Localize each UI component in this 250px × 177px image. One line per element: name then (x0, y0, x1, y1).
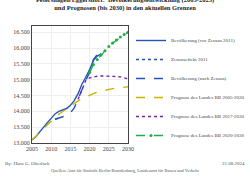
svg-text:Petershagen/Eggersdorf: Bevöl: Petershagen/Eggersdorf: Bevölkerungsentw… (36, 0, 214, 12)
svg-text:13.500: 13.500 (13, 124, 30, 130)
svg-text:2015: 2015 (64, 146, 76, 152)
svg-text:16.000: 16.000 (13, 45, 30, 51)
svg-text:15.000: 15.000 (13, 77, 30, 83)
svg-text:21.08.2024: 21.08.2024 (222, 161, 245, 166)
svg-text:Zensuseffekt 2011: Zensuseffekt 2011 (171, 57, 208, 62)
svg-text:Bevölkerung (nach Zensus): Bevölkerung (nach Zensus) (171, 76, 227, 81)
svg-text:2005: 2005 (26, 146, 38, 152)
svg-text:Prognose des Landes BB 2005-20: Prognose des Landes BB 2005-2030 (171, 95, 245, 100)
svg-text:2025: 2025 (103, 146, 115, 152)
svg-text:By: Hans G. Oberlack: By: Hans G. Oberlack (5, 161, 50, 166)
svg-text:2010: 2010 (45, 146, 57, 152)
svg-text:13.000: 13.000 (13, 140, 30, 146)
svg-text:Prognose des Landes BB 2020-20: Prognose des Landes BB 2020-2030 (171, 133, 245, 138)
svg-text:14.000: 14.000 (13, 108, 30, 114)
svg-text:2030: 2030 (122, 146, 134, 152)
svg-text:Prognose des Landes BB 2017-20: Prognose des Landes BB 2017-2030 (171, 114, 245, 119)
svg-text:15.500: 15.500 (13, 61, 30, 67)
svg-text:16.500: 16.500 (13, 29, 30, 35)
svg-text:14.500: 14.500 (13, 93, 30, 99)
svg-text:Quellen: Amt für Statistik Ber: Quellen: Amt für Statistik Berlin-Brande… (51, 168, 200, 174)
svg-text:2020: 2020 (84, 146, 96, 152)
svg-text:Bevölkerung (vor Zensus 2011): Bevölkerung (vor Zensus 2011) (171, 38, 235, 43)
